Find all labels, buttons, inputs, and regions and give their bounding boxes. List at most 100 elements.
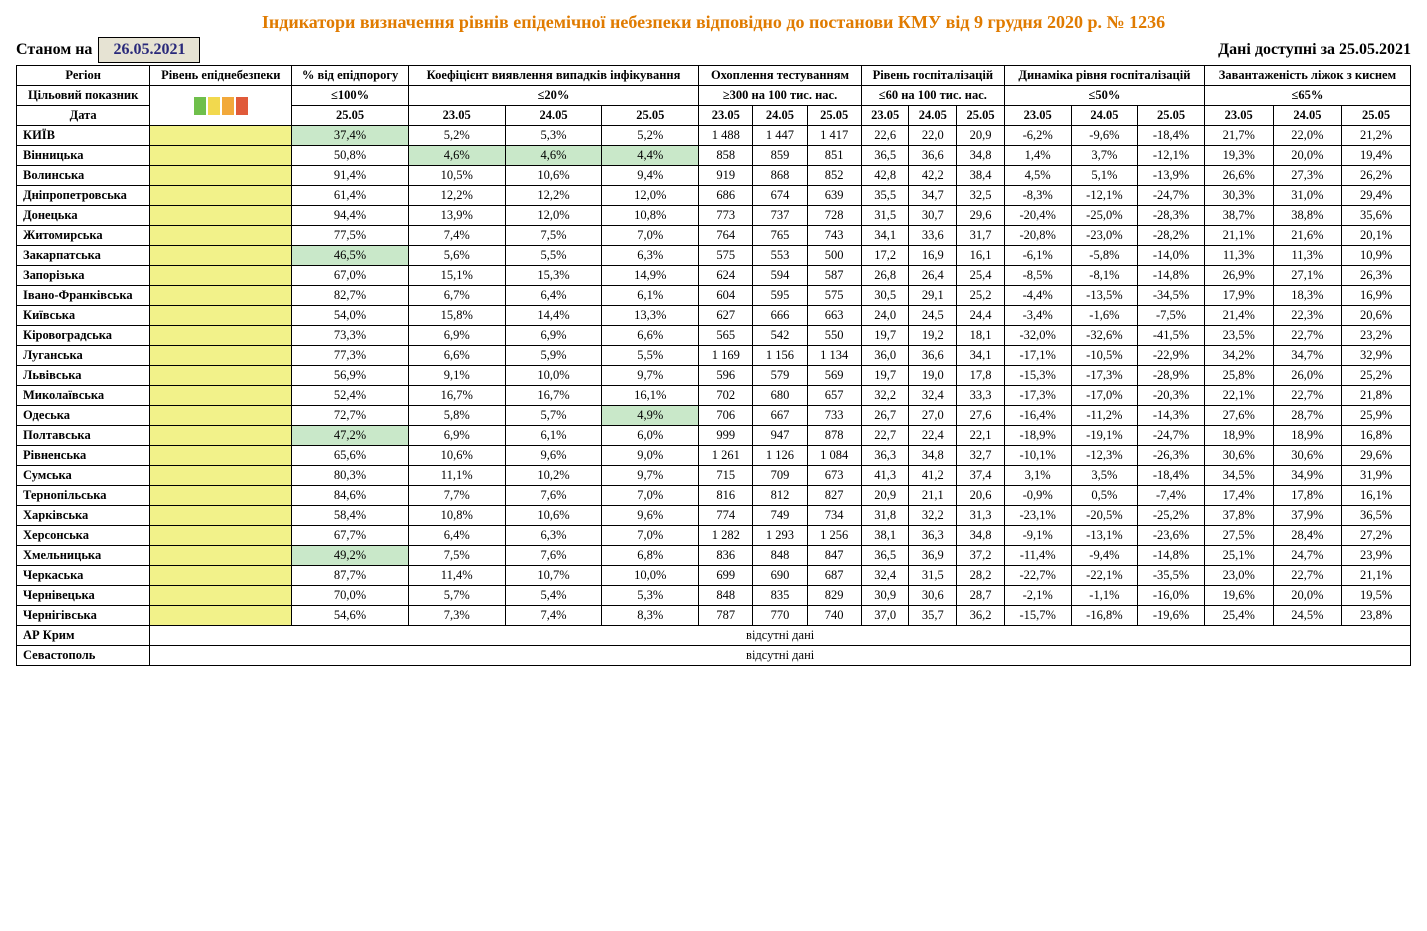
threshold-cell: 65,6% [292,446,409,466]
no-data-cell: відсутні дані [150,646,1411,666]
detection-cell: 9,6% [602,506,699,526]
col-level: Рівень епіднебезпеки [150,66,292,86]
dyn-cell: -14,8% [1138,266,1205,286]
level-cell [150,306,292,326]
detection-cell: 5,7% [408,586,505,606]
table-row: Сумська80,3%11,1%10,2%9,7%71570967341,34… [17,466,1411,486]
hosp-cell: 36,3 [909,526,957,546]
testing-cell: 851 [807,146,861,166]
target-testing: ≥300 на 100 тис. нас. [699,86,862,106]
hosp-cell: 27,6 [957,406,1005,426]
region-cell: Львівська [17,366,150,386]
region-cell: Луганська [17,346,150,366]
hosp-cell: 22,0 [909,126,957,146]
oxy-cell: 34,5% [1204,466,1273,486]
threshold-cell: 91,4% [292,166,409,186]
detection-cell: 5,6% [408,246,505,266]
detection-cell: 7,5% [408,546,505,566]
dyn-cell: -12,3% [1071,446,1138,466]
oxy-cell: 21,1% [1204,226,1273,246]
detection-cell: 12,2% [408,186,505,206]
detection-cell: 6,4% [408,526,505,546]
oxy-cell: 28,7% [1273,406,1342,426]
dyn-cell: -15,7% [1004,606,1071,626]
date-dyn-1: 24.05 [1071,106,1138,126]
dyn-cell: -10,5% [1071,346,1138,366]
level-swatch [194,97,206,115]
oxy-cell: 24,5% [1273,606,1342,626]
table-row: Чернівецька70,0%5,7%5,4%5,3%84883582930,… [17,586,1411,606]
dyn-cell: -24,7% [1138,186,1205,206]
threshold-cell: 94,4% [292,206,409,226]
detection-cell: 6,1% [505,426,602,446]
testing-cell: 690 [753,566,807,586]
dyn-cell: -23,0% [1071,226,1138,246]
dyn-cell: -18,4% [1138,466,1205,486]
hosp-cell: 34,8 [957,146,1005,166]
table-row: КИЇВ37,4%5,2%5,3%5,2%1 4881 4471 41722,6… [17,126,1411,146]
threshold-cell: 54,6% [292,606,409,626]
level-cell [150,346,292,366]
dyn-cell: -26,3% [1138,446,1205,466]
hosp-cell: 19,2 [909,326,957,346]
region-cell: Вінницька [17,146,150,166]
oxy-cell: 17,4% [1204,486,1273,506]
date-det-0: 23.05 [408,106,505,126]
date-det-2: 25.05 [602,106,699,126]
date-test-0: 23.05 [699,106,753,126]
dyn-cell: -10,1% [1004,446,1071,466]
dyn-cell: -4,4% [1004,286,1071,306]
hosp-cell: 20,9 [861,486,909,506]
oxy-cell: 22,7% [1273,386,1342,406]
threshold-cell: 80,3% [292,466,409,486]
date-dyn-0: 23.05 [1004,106,1071,126]
detection-cell: 5,9% [505,346,602,366]
target-threshold: ≤100% [292,86,409,106]
hosp-cell: 35,5 [861,186,909,206]
hosp-cell: 36,3 [861,446,909,466]
col-testing: Охоплення тестуванням [699,66,862,86]
table-row: Херсонська67,7%6,4%6,3%7,0%1 2821 2931 2… [17,526,1411,546]
testing-cell: 770 [753,606,807,626]
detection-cell: 8,3% [602,606,699,626]
dyn-cell: -8,5% [1004,266,1071,286]
detection-cell: 6,8% [602,546,699,566]
hosp-cell: 30,6 [909,586,957,606]
region-cell: Сумська [17,466,150,486]
detection-cell: 10,8% [602,206,699,226]
dyn-cell: -11,2% [1071,406,1138,426]
detection-cell: 14,9% [602,266,699,286]
dyn-cell: -1,6% [1071,306,1138,326]
col-threshold: % від епідпорогу [292,66,409,86]
table-row: АР Кримвідсутні дані [17,626,1411,646]
detection-cell: 10,0% [505,366,602,386]
hosp-cell: 29,1 [909,286,957,306]
dyn-cell: 0,5% [1071,486,1138,506]
table-row: Одеська72,7%5,8%5,7%4,9%70666773326,727,… [17,406,1411,426]
hosp-cell: 41,3 [861,466,909,486]
testing-cell: 575 [807,286,861,306]
level-cell [150,526,292,546]
dyn-cell: -9,6% [1071,126,1138,146]
hosp-cell: 36,6 [909,346,957,366]
oxy-cell: 10,9% [1342,246,1411,266]
threshold-cell: 37,4% [292,126,409,146]
hosp-cell: 36,5 [861,546,909,566]
oxy-cell: 19,6% [1204,586,1273,606]
hosp-cell: 19,0 [909,366,957,386]
testing-cell: 859 [753,146,807,166]
hosp-cell: 19,7 [861,326,909,346]
oxy-cell: 20,0% [1273,146,1342,166]
testing-cell: 596 [699,366,753,386]
detection-cell: 9,1% [408,366,505,386]
testing-cell: 1 488 [699,126,753,146]
detection-cell: 10,6% [505,506,602,526]
level-cell [150,606,292,626]
testing-cell: 680 [753,386,807,406]
testing-cell: 947 [753,426,807,446]
oxy-cell: 25,2% [1342,366,1411,386]
detection-cell: 4,9% [602,406,699,426]
threshold-cell: 52,4% [292,386,409,406]
detection-cell: 7,7% [408,486,505,506]
level-cell [150,186,292,206]
